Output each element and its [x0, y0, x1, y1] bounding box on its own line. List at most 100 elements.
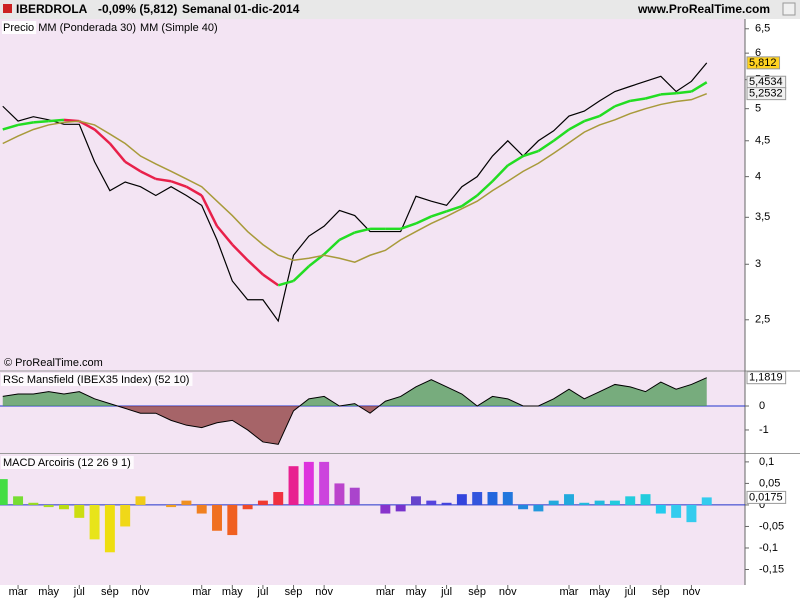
header-bar [0, 0, 800, 19]
panel-title: MACD Arcoiris (12 26 9 1) [3, 457, 131, 469]
histogram-bar [410, 496, 421, 505]
x-tick-label: mar [376, 586, 395, 598]
histogram-bar [181, 500, 192, 505]
x-tick-label: nov [315, 586, 333, 598]
ma-segment [93, 128, 111, 145]
histogram-bar [120, 504, 131, 527]
histogram-bar [671, 504, 682, 518]
histogram-bar [380, 504, 391, 514]
value-label-box: 1,1819 [746, 371, 787, 385]
right-axis-area [745, 19, 800, 600]
ma-segment [491, 164, 509, 183]
ma-segment [292, 265, 310, 282]
period: Semanal [182, 2, 231, 16]
y-tick-label: 6,5 [755, 23, 770, 35]
y-tick-label: 0 [759, 499, 765, 511]
histogram-bar [89, 504, 100, 540]
histogram-bar [196, 504, 207, 514]
x-tick-label: nov [132, 586, 150, 598]
ma-segment [583, 114, 601, 123]
ma-segment [33, 119, 49, 124]
histogram-bar [441, 502, 452, 505]
ma-segment [446, 205, 463, 213]
ma-segment [277, 279, 294, 287]
ma-segment [216, 225, 234, 246]
histogram-bar [548, 500, 559, 505]
histogram-bar [227, 504, 238, 536]
histogram-bar [686, 504, 697, 523]
y-tick-label: -0,05 [759, 520, 784, 532]
x-tick-label: may [589, 586, 610, 598]
ma-segment [645, 93, 662, 100]
legend-bg [37, 21, 139, 34]
ma-segment [630, 97, 646, 103]
legend-bg [139, 21, 220, 34]
value-label-box: 5,812 [746, 56, 781, 70]
y-tick-label: 4,5 [755, 135, 770, 147]
histogram-bar [257, 500, 268, 505]
y-tick-label: 0 [759, 400, 765, 412]
x-tick-label: mar [192, 586, 211, 598]
x-tick-label: mar [560, 586, 579, 598]
legend-bg [2, 21, 37, 34]
copyright: © ProRealTime.com [4, 357, 103, 369]
histogram-bar [395, 504, 406, 512]
histogram-bar [472, 492, 483, 505]
ma-segment [246, 259, 264, 276]
ma-segment [354, 227, 371, 234]
legend-entry: MM (Simple 40) [140, 22, 218, 34]
y-tick-label: -0,15 [759, 563, 784, 575]
x-tick-label: nov [499, 586, 517, 598]
ma-segment [598, 105, 616, 118]
ma-segment [185, 185, 203, 197]
histogram-bar [579, 502, 590, 505]
icon [3, 4, 12, 13]
ma-segment [675, 90, 692, 95]
histogram-bar [74, 504, 85, 518]
histogram-bar [609, 500, 620, 505]
histogram-bar [303, 461, 314, 505]
histogram-bar [625, 496, 636, 505]
ma-segment [415, 215, 432, 225]
x-tick-label: jul [73, 586, 85, 598]
histogram-bar [104, 504, 115, 553]
value-label: 5,4534 [749, 76, 783, 88]
window-button[interactable] [782, 2, 796, 16]
ma-segment [139, 170, 157, 181]
histogram-bar [28, 502, 39, 505]
histogram-bar [655, 504, 666, 514]
symbol: IBERDROLA [16, 2, 88, 16]
panel-title-bg [1, 373, 193, 386]
x-tick-label: mar [9, 586, 28, 598]
histogram-bar [594, 500, 605, 505]
ma-segment [522, 149, 539, 158]
value-label: 0,0175 [749, 491, 783, 503]
ma-segment [461, 194, 478, 208]
histogram-bar [212, 504, 222, 531]
ma-segment [17, 121, 34, 127]
y-tick-label: 3,5 [755, 211, 770, 223]
y-tick-label: 0,1 [759, 456, 774, 468]
value-label-box: 5,2532 [746, 87, 787, 101]
histogram-bar [166, 504, 177, 508]
histogram-bar [502, 492, 513, 505]
price-line [2, 62, 708, 323]
x-tick-label: sep [468, 586, 486, 598]
ma-segment [2, 123, 19, 131]
ma-segment [323, 238, 341, 256]
x-tick-label: sep [285, 586, 303, 598]
ma-segment [124, 160, 142, 173]
plot [2, 377, 707, 445]
value-label-box: 0,0175 [746, 490, 787, 504]
ma-segment [537, 139, 555, 153]
legend-entry: Precio [3, 22, 34, 34]
value-label: 5,2532 [749, 88, 783, 100]
histogram-bar [701, 497, 712, 505]
ma-segment [48, 118, 65, 123]
ma-segment [170, 180, 187, 188]
histogram-bar [0, 479, 8, 505]
ma-segment [155, 177, 172, 183]
